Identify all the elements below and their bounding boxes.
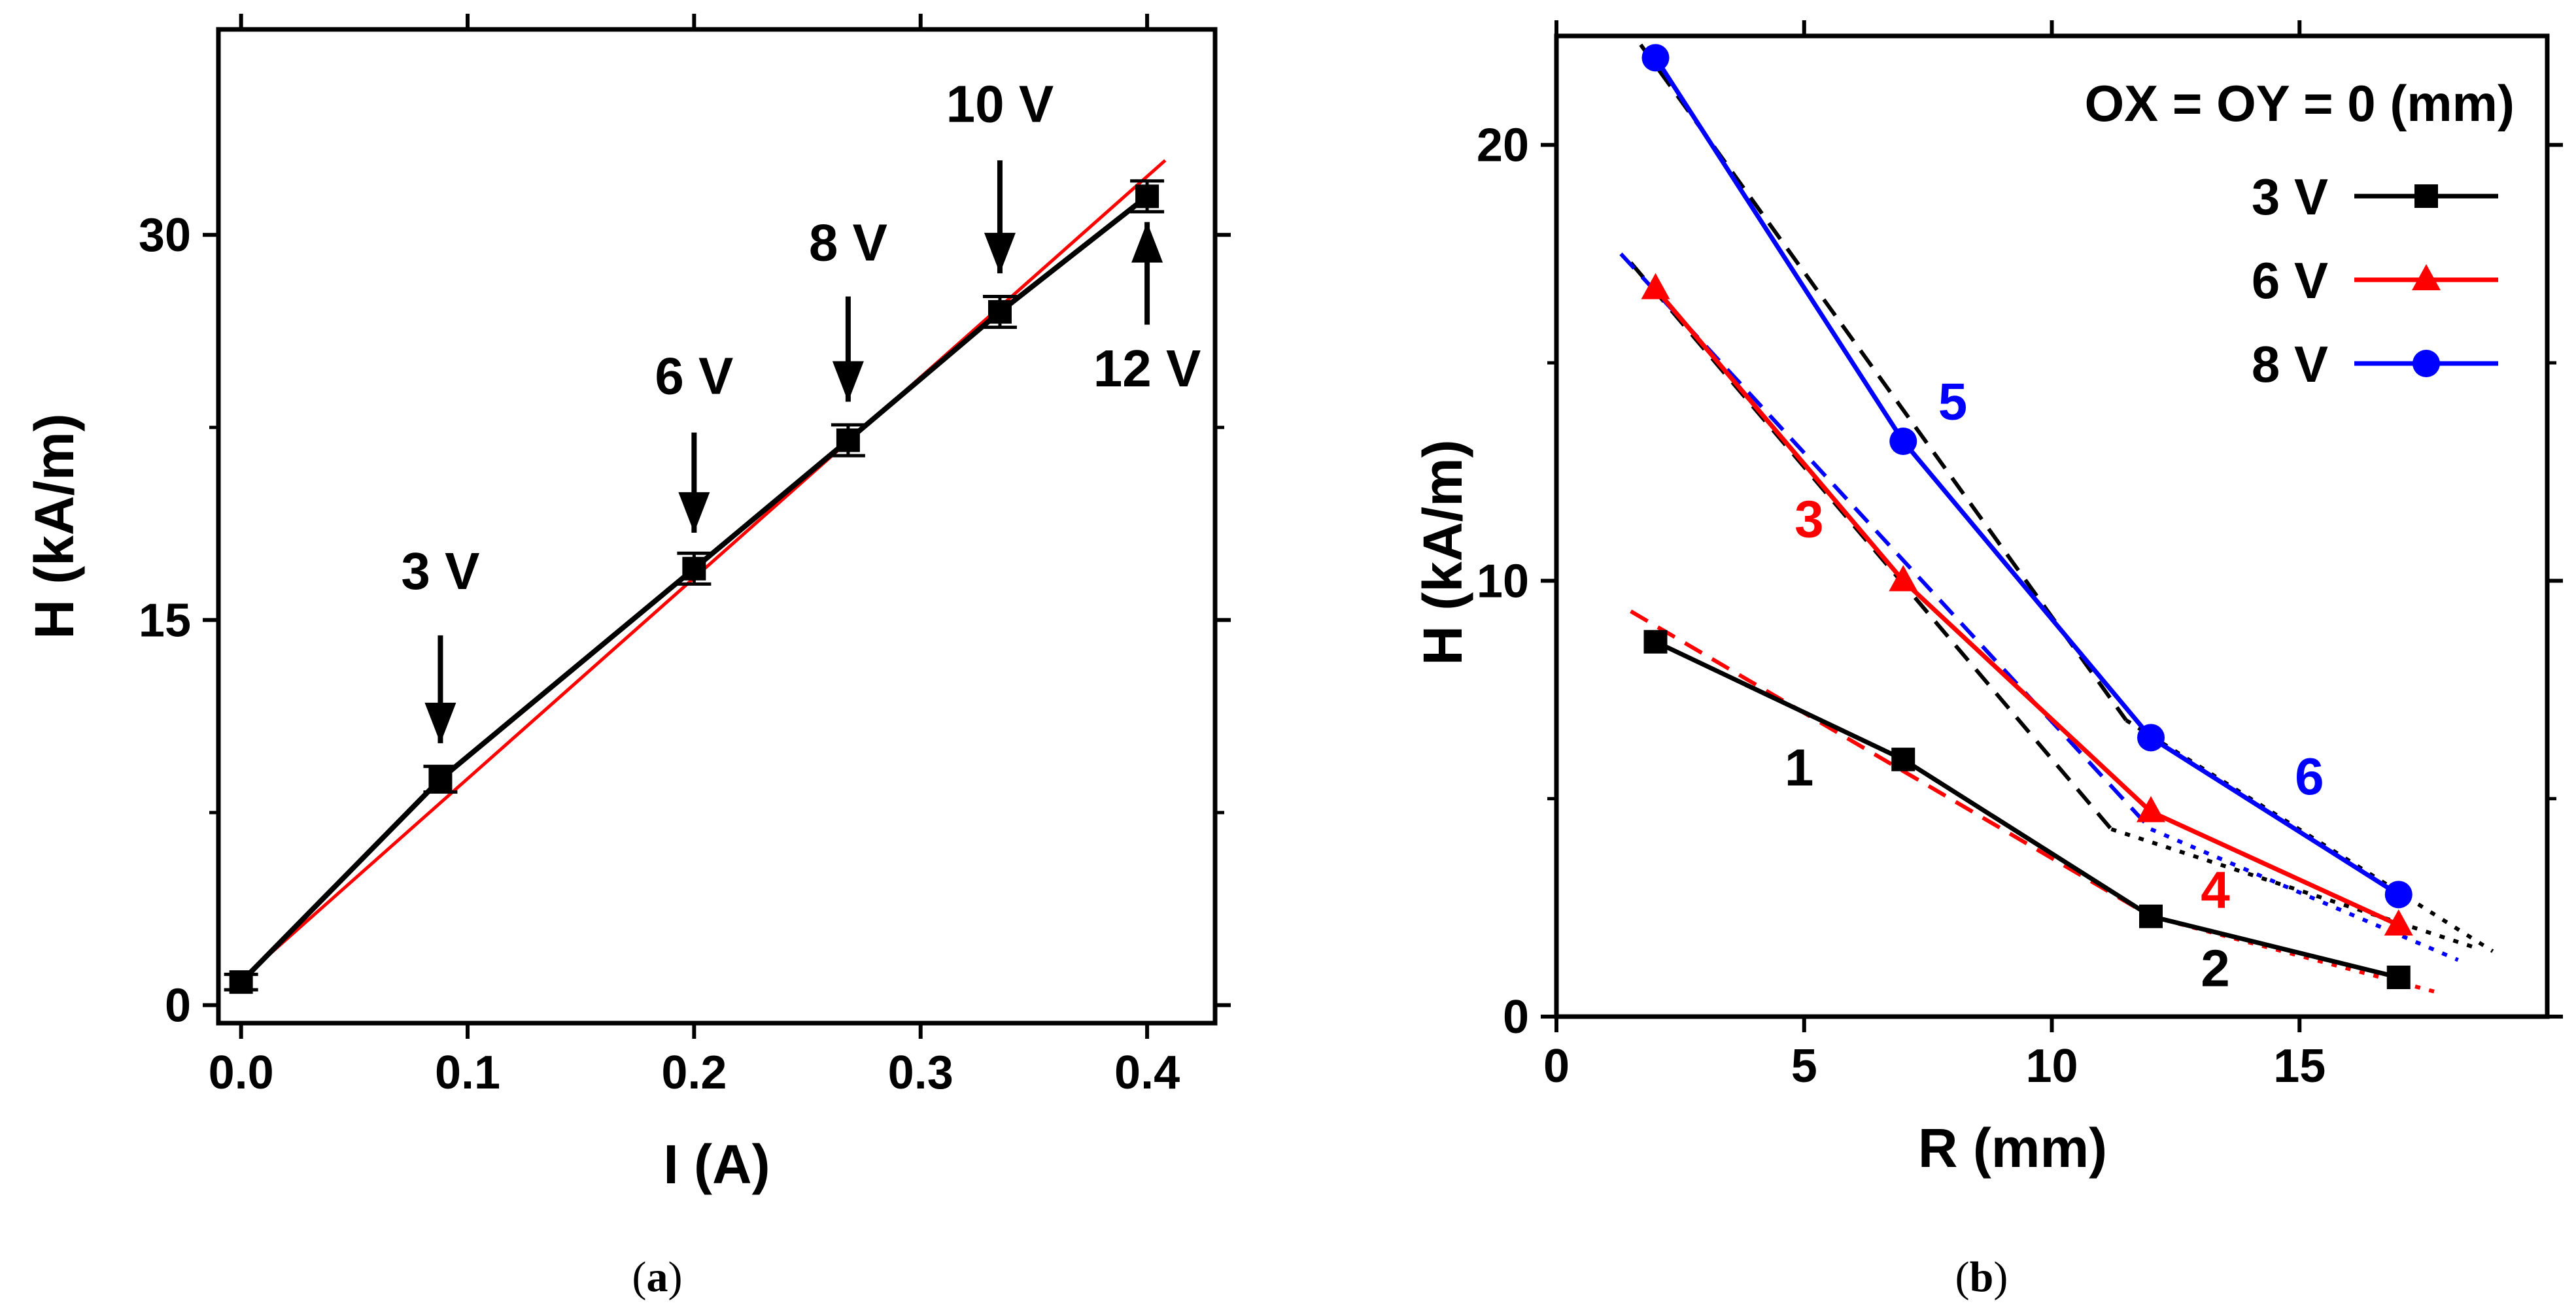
annotation-label: 3 V xyxy=(401,542,479,600)
legend-swatch-marker xyxy=(2413,350,2440,377)
plot-frame xyxy=(1554,33,2550,1019)
series-line xyxy=(1653,56,2400,897)
caption-a: (a) xyxy=(632,1253,683,1301)
y-axis-title: H (kA/m) xyxy=(24,413,85,639)
panel-b-chart: 0 5 10 15 0 10 20 1 2 3 4 5 6 OX = OY = 0 (mm) 3 V 6 V 8… xyxy=(1412,20,2563,1179)
data-point xyxy=(836,428,860,452)
data-point xyxy=(2137,724,2165,752)
series-line xyxy=(1654,639,2399,980)
y-tick-label: 15 xyxy=(139,594,191,647)
x-axis-title: I (A) xyxy=(663,1134,770,1195)
fit-line xyxy=(2110,827,2474,949)
annotation-label: 12 V xyxy=(1093,339,1201,397)
curve-number-label: 5 xyxy=(1938,373,1968,431)
data-point xyxy=(1889,565,1918,592)
y-tick-label: 20 xyxy=(1477,120,1529,172)
x-tick-label: 0.1 xyxy=(435,1047,500,1099)
fit-line xyxy=(1630,609,2152,919)
annotation-arrow-head xyxy=(424,702,456,743)
data-point xyxy=(987,300,1012,324)
curve-number-label: 2 xyxy=(2201,939,2230,997)
y-tick-label: 0 xyxy=(165,980,191,1032)
annotation-label: 6 V xyxy=(655,347,733,405)
fit-line xyxy=(2150,827,2459,962)
panel-a-chart: 0.0 0.1 0.2 0.3 0.4 0 15 30 3 V 6 V 8 V 10 V 12 V I (… xyxy=(24,14,1231,1195)
legend-entry-label: 3 V xyxy=(2252,168,2328,226)
annotation-arrow-head xyxy=(832,361,864,402)
annotation-label: 10 V xyxy=(946,75,1054,133)
legend-swatch-marker xyxy=(2412,264,2441,290)
data-point xyxy=(1891,747,1915,771)
x-tick-label: 0.0 xyxy=(209,1047,274,1099)
caption-b: (b) xyxy=(1955,1253,2008,1301)
data-line xyxy=(239,194,1149,984)
data-point xyxy=(229,970,253,994)
y-tick-label: 10 xyxy=(1477,555,1529,607)
data-point xyxy=(428,767,453,791)
x-tick-label: 10 xyxy=(2025,1040,2078,1092)
data-point xyxy=(1135,184,1159,209)
x-tick-label: 0 xyxy=(1543,1040,1570,1092)
data-point xyxy=(1643,630,1668,654)
data-point xyxy=(2139,904,2163,928)
curve-number-label: 4 xyxy=(2201,860,2230,919)
data-point xyxy=(2384,881,2413,909)
legend-swatch-marker xyxy=(2414,184,2438,208)
y-tick-label: 30 xyxy=(139,209,191,262)
annotation-arrow-head xyxy=(984,233,1016,274)
x-tick-label: 0.2 xyxy=(661,1047,727,1099)
y-axis-title: H (kA/m) xyxy=(1412,439,1473,665)
x-tick-label: 0.3 xyxy=(888,1047,953,1099)
data-point xyxy=(1641,273,1670,299)
data-point xyxy=(2384,909,2413,936)
plot-frame xyxy=(216,27,1218,1026)
curve-number-label: 6 xyxy=(2295,747,2324,805)
data-point xyxy=(2386,966,2411,989)
x-axis-title: R (mm) xyxy=(1918,1117,2107,1179)
y-tick-label: 0 xyxy=(1503,991,1529,1043)
x-tick-label: 0.4 xyxy=(1114,1047,1180,1099)
annotation-arrow-head xyxy=(1131,222,1163,263)
curve-number-label: 3 xyxy=(1795,490,1824,548)
legend-title: OX = OY = 0 (mm) xyxy=(2085,75,2515,132)
annotation-label: 8 V xyxy=(809,213,887,271)
series-line xyxy=(1653,287,2400,928)
legend-entry-label: 6 V xyxy=(2252,252,2328,309)
legend-entry-label: 8 V xyxy=(2252,335,2328,393)
data-point xyxy=(2137,796,2165,822)
x-tick-label: 15 xyxy=(2273,1040,2326,1092)
data-point xyxy=(682,556,706,581)
curve-number-label: 1 xyxy=(1785,739,1814,797)
x-tick-label: 5 xyxy=(1791,1040,1817,1092)
data-point xyxy=(1641,44,1670,72)
annotation-arrow-head xyxy=(678,492,710,533)
data-point xyxy=(1889,428,1917,455)
